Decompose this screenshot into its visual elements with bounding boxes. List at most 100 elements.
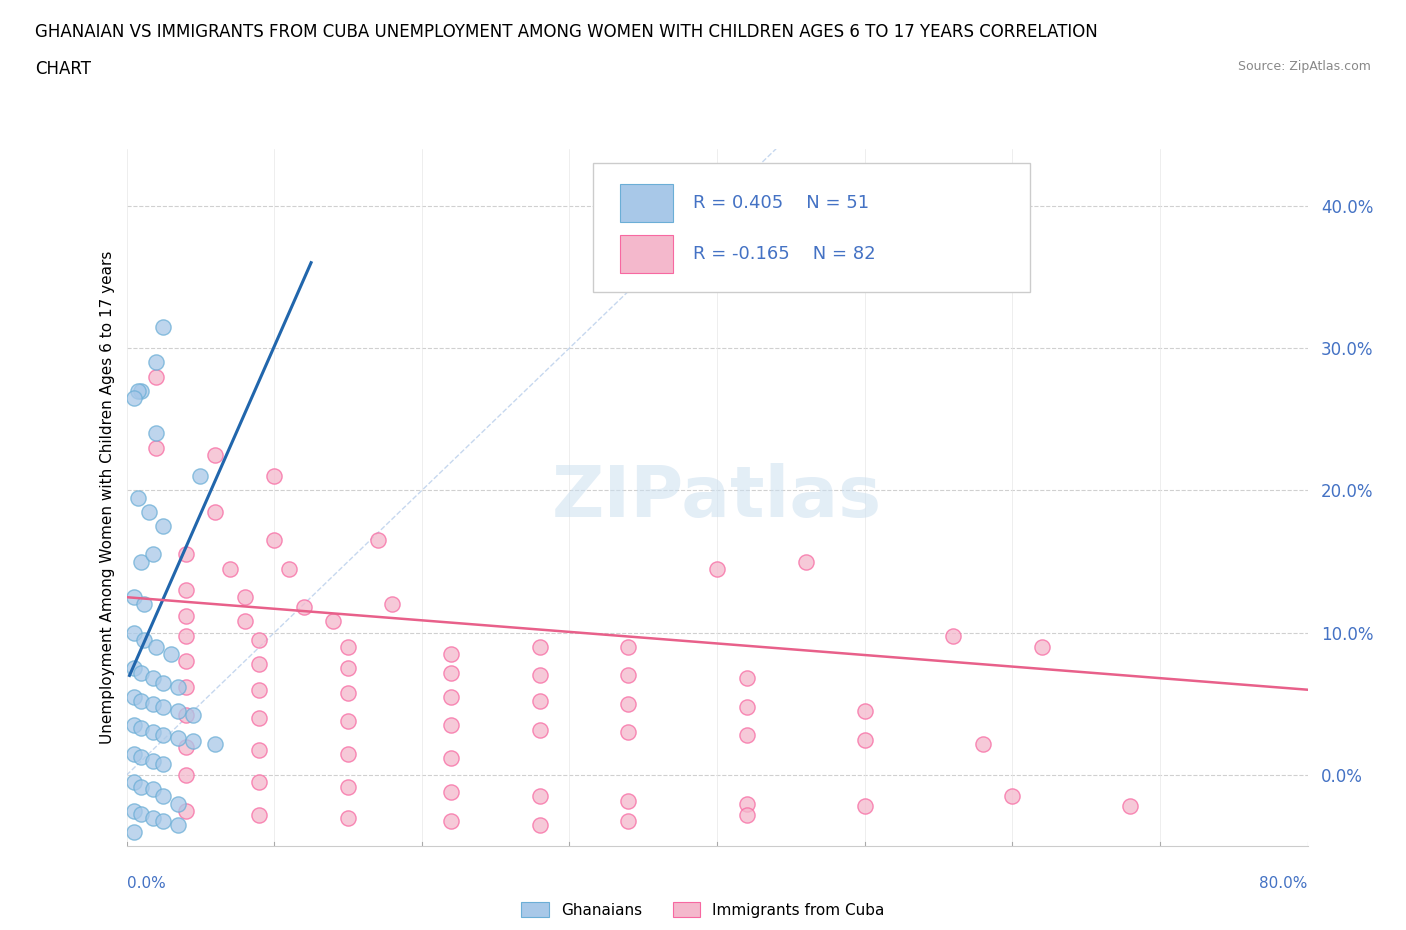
Point — [167, 731, 190, 746]
Point — [292, 600, 315, 615]
Point — [129, 665, 153, 680]
Point — [278, 562, 301, 577]
Point — [247, 657, 270, 671]
Point — [181, 708, 204, 723]
Point — [142, 725, 165, 740]
Point — [440, 646, 463, 661]
Point — [152, 789, 174, 804]
Point — [129, 694, 153, 709]
Point — [174, 628, 197, 643]
Point — [440, 813, 463, 828]
Point — [181, 734, 204, 749]
Point — [174, 547, 197, 562]
Point — [142, 782, 165, 797]
Point — [617, 793, 640, 808]
Point — [794, 554, 817, 569]
Point — [337, 810, 360, 825]
Point — [735, 796, 758, 811]
Y-axis label: Unemployment Among Women with Children Ages 6 to 17 years: Unemployment Among Women with Children A… — [100, 251, 115, 744]
Point — [247, 711, 270, 725]
Text: GHANAIAN VS IMMIGRANTS FROM CUBA UNEMPLOYMENT AMONG WOMEN WITH CHILDREN AGES 6 T: GHANAIAN VS IMMIGRANTS FROM CUBA UNEMPLO… — [35, 23, 1098, 41]
Point — [145, 640, 167, 655]
Point — [122, 590, 145, 604]
Text: R = 0.405    N = 51: R = 0.405 N = 51 — [693, 194, 869, 212]
Point — [134, 632, 156, 647]
Text: R = -0.165    N = 82: R = -0.165 N = 82 — [693, 246, 876, 263]
Point — [145, 426, 167, 441]
Point — [1001, 789, 1024, 804]
Point — [337, 779, 360, 794]
Point — [381, 597, 404, 612]
Point — [122, 625, 145, 640]
Point — [617, 640, 640, 655]
Point — [233, 614, 256, 629]
Point — [142, 697, 165, 711]
Point — [134, 597, 156, 612]
Point — [529, 789, 551, 804]
Point — [122, 804, 145, 818]
Point — [204, 447, 226, 462]
Point — [247, 775, 270, 790]
Point — [440, 665, 463, 680]
Point — [337, 640, 360, 655]
Point — [152, 519, 174, 534]
Point — [174, 804, 197, 818]
Point — [145, 440, 167, 455]
Point — [529, 722, 551, 737]
Point — [142, 671, 165, 685]
Point — [233, 590, 256, 604]
Point — [529, 694, 551, 709]
Point — [337, 685, 360, 700]
Point — [122, 775, 145, 790]
Point — [174, 654, 197, 669]
Point — [440, 718, 463, 733]
Point — [122, 747, 145, 762]
Point — [337, 747, 360, 762]
FancyBboxPatch shape — [593, 163, 1031, 292]
Point — [735, 728, 758, 743]
Point — [617, 813, 640, 828]
Point — [735, 807, 758, 822]
Point — [129, 806, 153, 821]
Point — [247, 683, 270, 698]
Point — [152, 813, 174, 828]
Point — [617, 668, 640, 683]
Point — [853, 732, 876, 747]
Point — [152, 319, 174, 334]
Point — [122, 661, 145, 676]
Point — [122, 718, 145, 733]
Point — [152, 699, 174, 714]
Point — [263, 533, 285, 548]
Point — [247, 807, 270, 822]
FancyBboxPatch shape — [620, 184, 673, 222]
Point — [188, 469, 211, 484]
Text: 0.0%: 0.0% — [127, 876, 166, 891]
Point — [142, 810, 165, 825]
Point — [142, 753, 165, 768]
Point — [1031, 640, 1053, 655]
Point — [129, 554, 153, 569]
Point — [440, 751, 463, 765]
Point — [174, 708, 197, 723]
Point — [853, 704, 876, 719]
Point — [529, 668, 551, 683]
Point — [337, 713, 360, 728]
Point — [122, 825, 145, 840]
Point — [322, 614, 344, 629]
Point — [617, 697, 640, 711]
Point — [129, 721, 153, 736]
Point — [145, 369, 167, 384]
Point — [972, 737, 994, 751]
Point — [167, 796, 190, 811]
Point — [127, 383, 149, 398]
Point — [174, 767, 197, 782]
Point — [706, 562, 728, 577]
Point — [174, 680, 197, 695]
Point — [127, 490, 149, 505]
Point — [263, 469, 285, 484]
Point — [204, 504, 226, 519]
Point — [617, 725, 640, 740]
Point — [735, 671, 758, 685]
Point — [529, 640, 551, 655]
Point — [145, 355, 167, 370]
